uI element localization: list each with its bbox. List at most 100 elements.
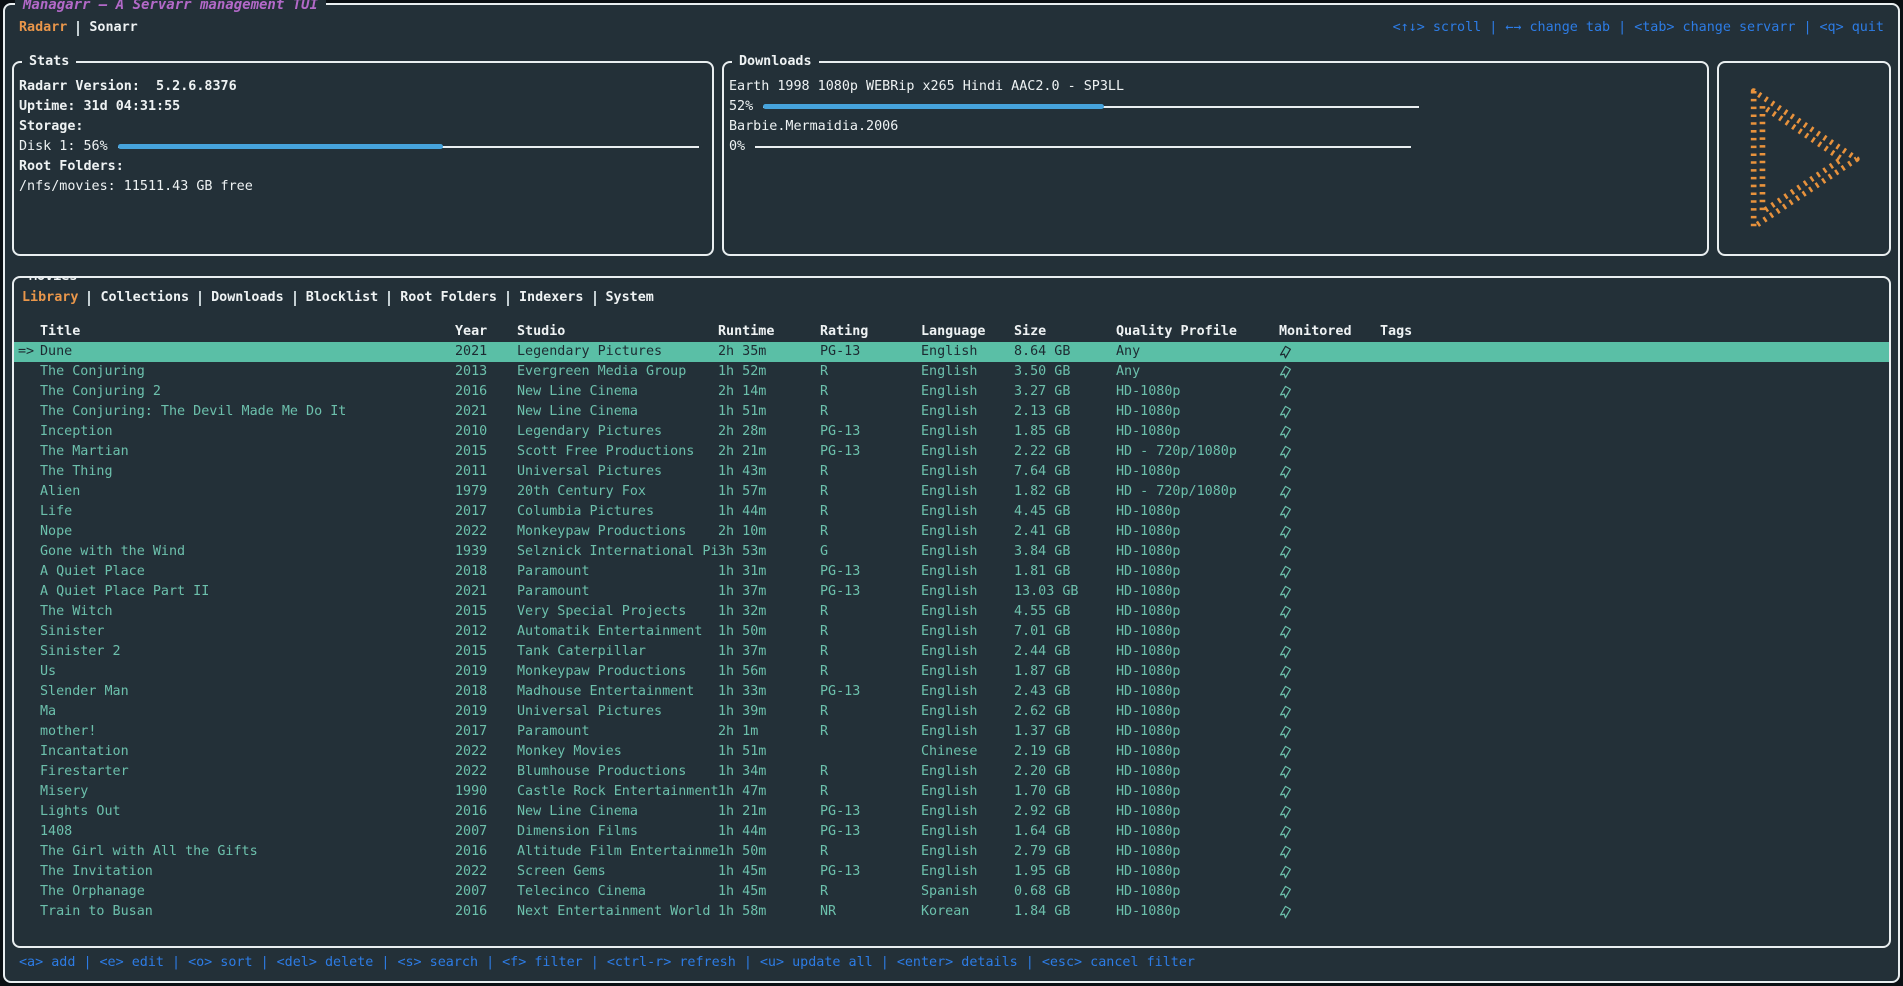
cell-title: The Conjuring (40, 364, 145, 379)
table-row[interactable]: Sinister 2 2015 Tank Caterpillar 1h 37m R Eng… (14, 642, 1889, 662)
table-row[interactable]: Life 2017 Columbia Pictures 1h 44m R English 4… (14, 502, 1889, 522)
table-row[interactable]: Sinister 2012 Automatik Entertainment 1h 50… (14, 622, 1889, 642)
hint-cancel-filter[interactable]: <esc> cancel filter (1041, 955, 1195, 970)
cell-monitored (1277, 545, 1380, 560)
hint-separator: | (172, 955, 181, 970)
table-row[interactable]: The Conjuring 2013 Evergreen Media Group 1h… (14, 362, 1889, 382)
cell-monitored (1277, 505, 1380, 520)
hint-sort[interactable]: <o> sort (188, 955, 253, 970)
bookmark-icon (1279, 425, 1292, 440)
cell-runtime: 1h 31m (718, 564, 767, 579)
table-row[interactable]: Train to Busan 2016 Next Entertainment Wor… (14, 902, 1889, 922)
cell-quality: Any (1116, 344, 1141, 359)
hint-separator: | (1025, 955, 1034, 970)
tab-blocklist[interactable]: Blocklist (305, 290, 379, 305)
hint-delete[interactable]: <del> delete (276, 955, 374, 970)
cell-rating: R (820, 384, 829, 399)
tab-library[interactable]: Library (22, 290, 79, 305)
column-header-monitored: Monitored (1279, 324, 1352, 339)
table-row[interactable]: 1408 2007 Dimension Films 1h 44m PG-13 Englis… (14, 822, 1889, 842)
cell-monitored (1277, 485, 1380, 500)
tab-separator (293, 290, 296, 306)
hint-refresh[interactable]: <ctrl-r> refresh (606, 955, 736, 970)
cell-rating: R (820, 484, 829, 499)
table-row[interactable]: Firestarter 2022 Blumhouse Productions 1h 3… (14, 762, 1889, 782)
cell-rating: PG-13 (820, 344, 861, 359)
table-row[interactable]: The Girl with All the Gifts 2016 Altitude … (14, 842, 1889, 862)
cell-title: Slender Man (40, 684, 129, 699)
table-row[interactable]: mother! 2017 Paramount 2h 1m R English 1.37 GB… (14, 722, 1889, 742)
table-row[interactable]: Lights Out 2016 New Line Cinema 1h 21m PG-13… (14, 802, 1889, 822)
table-row[interactable]: The Martian 2015 Scott Free Productions 2h … (14, 442, 1889, 462)
tab-root-folders[interactable]: Root Folders (400, 290, 497, 305)
cell-studio: Monkeypaw Productions (517, 664, 687, 679)
cell-title: Lights Out (40, 804, 121, 819)
table-row[interactable]: Us 2019 Monkeypaw Productions 1h 56m R Englis… (14, 662, 1889, 682)
hint-filter[interactable]: <f> filter (502, 955, 583, 970)
cell-size: 3.50 GB (1014, 364, 1071, 379)
cell-size: 2.44 GB (1014, 644, 1071, 659)
servarr-tab-radarr[interactable]: Radarr (19, 20, 68, 35)
tab-downloads[interactable]: Downloads (211, 290, 284, 305)
tab-system[interactable]: System (605, 290, 654, 305)
cell-rating: PG-13 (820, 584, 861, 599)
table-row[interactable]: Misery 1990 Castle Rock Entertainment 1h 47… (14, 782, 1889, 802)
table-row[interactable]: The Thing 2011 Universal Pictures 1h 43m R En… (14, 462, 1889, 482)
hint-update-all[interactable]: <u> update all (759, 955, 873, 970)
hint-edit[interactable]: <e> edit (99, 955, 165, 970)
servarr-tab-sonarr[interactable]: Sonarr (89, 20, 138, 35)
table-row[interactable]: Nope 2022 Monkeypaw Productions 2h 10m R Engl… (14, 522, 1889, 542)
tab-collections[interactable]: Collections (100, 290, 190, 305)
cell-size: 2.41 GB (1014, 524, 1071, 539)
top-panels-row: Stats Radarr Version: 5.2.6.8376 Uptime:… (12, 52, 1891, 256)
cell-size: 2.62 GB (1014, 704, 1071, 719)
cell-runtime: 1h 50m (718, 844, 767, 859)
cell-size: 4.55 GB (1014, 604, 1071, 619)
cell-runtime: 2h 1m (718, 724, 759, 739)
cell-language: English (921, 364, 978, 379)
cell-title: Nope (40, 524, 73, 539)
hint-scroll[interactable]: <↑↓> scroll (1392, 20, 1482, 35)
table-row[interactable]: Gone with the Wind 1939 Selznick Internati… (14, 542, 1889, 562)
cell-year: 2016 (455, 844, 488, 859)
top-keybind-hints: <↑↓> scroll | ←→ change tab | <tab> change s… (1393, 18, 1884, 38)
cell-language: English (921, 804, 978, 819)
table-row[interactable]: Inception 2010 Legendary Pictures 2h 28m PG-… (14, 422, 1889, 442)
table-row[interactable]: The Conjuring 2 2016 New Line Cinema 2h 14m… (14, 382, 1889, 402)
cell-year: 2007 (455, 824, 488, 839)
cell-year: 2012 (455, 624, 488, 639)
hint-search[interactable]: <s> search (397, 955, 479, 970)
cell-size: 1.84 GB (1014, 904, 1071, 919)
tab-indexers[interactable]: Indexers (519, 290, 584, 305)
table-row[interactable]: A Quiet Place Part II 2021 Paramount 1h 37m… (14, 582, 1889, 602)
tab-separator (77, 20, 80, 36)
cell-monitored (1277, 845, 1380, 860)
download-progress-row: 0% (729, 137, 1699, 157)
cell-language: English (921, 664, 978, 679)
hint-change-servarr[interactable]: <tab> change servarr (1634, 20, 1796, 35)
hint-details[interactable]: <enter> details (896, 955, 1018, 970)
cell-studio: Scott Free Productions (517, 444, 695, 459)
downloads-panel: Downloads Earth 1998 1080p WEBRip x265 H… (722, 52, 1709, 256)
disk-usage-bar (117, 137, 699, 157)
table-row[interactable]: A Quiet Place 2018 Paramount 1h 31m PG-13 Eng… (14, 562, 1889, 582)
table-row[interactable]: Alien 1979 20th Century Fox 1h 57m R English 1… (14, 482, 1889, 502)
hint-change-tab[interactable]: ←→ change tab (1505, 20, 1611, 35)
table-row[interactable]: The Witch 2015 Very Special Projects 1h 32m… (14, 602, 1889, 622)
hint-quit[interactable]: <q> quit (1819, 20, 1885, 35)
table-row[interactable]: Ma 2019 Universal Pictures 1h 39m R English 2.… (14, 702, 1889, 722)
table-row[interactable]: The Invitation 2022 Screen Gems 1h 45m PG-13… (14, 862, 1889, 882)
cell-title: The Witch (40, 604, 113, 619)
cell-runtime: 1h 37m (718, 584, 767, 599)
table-row[interactable]: The Conjuring: The Devil Made Me Do It 20… (14, 402, 1889, 422)
table-row[interactable]: The Orphanage 2007 Telecinco Cinema 1h 45m R… (14, 882, 1889, 902)
table-row[interactable]: Incantation 2022 Monkey Movies 1h 51m Chines… (14, 742, 1889, 762)
cell-rating: R (820, 704, 829, 719)
hint-add[interactable]: <a> add (19, 955, 76, 970)
cell-quality: HD-1080p (1116, 624, 1181, 639)
cell-year: 2021 (455, 584, 488, 599)
table-row[interactable]: Slender Man 2018 Madhouse Entertainment 1h … (14, 682, 1889, 702)
cell-rating: R (820, 664, 829, 679)
bookmark-icon (1279, 505, 1292, 520)
table-row[interactable]: => Dune 2021 Legendary Pictures 2h 35m PG-13 E… (14, 342, 1889, 362)
